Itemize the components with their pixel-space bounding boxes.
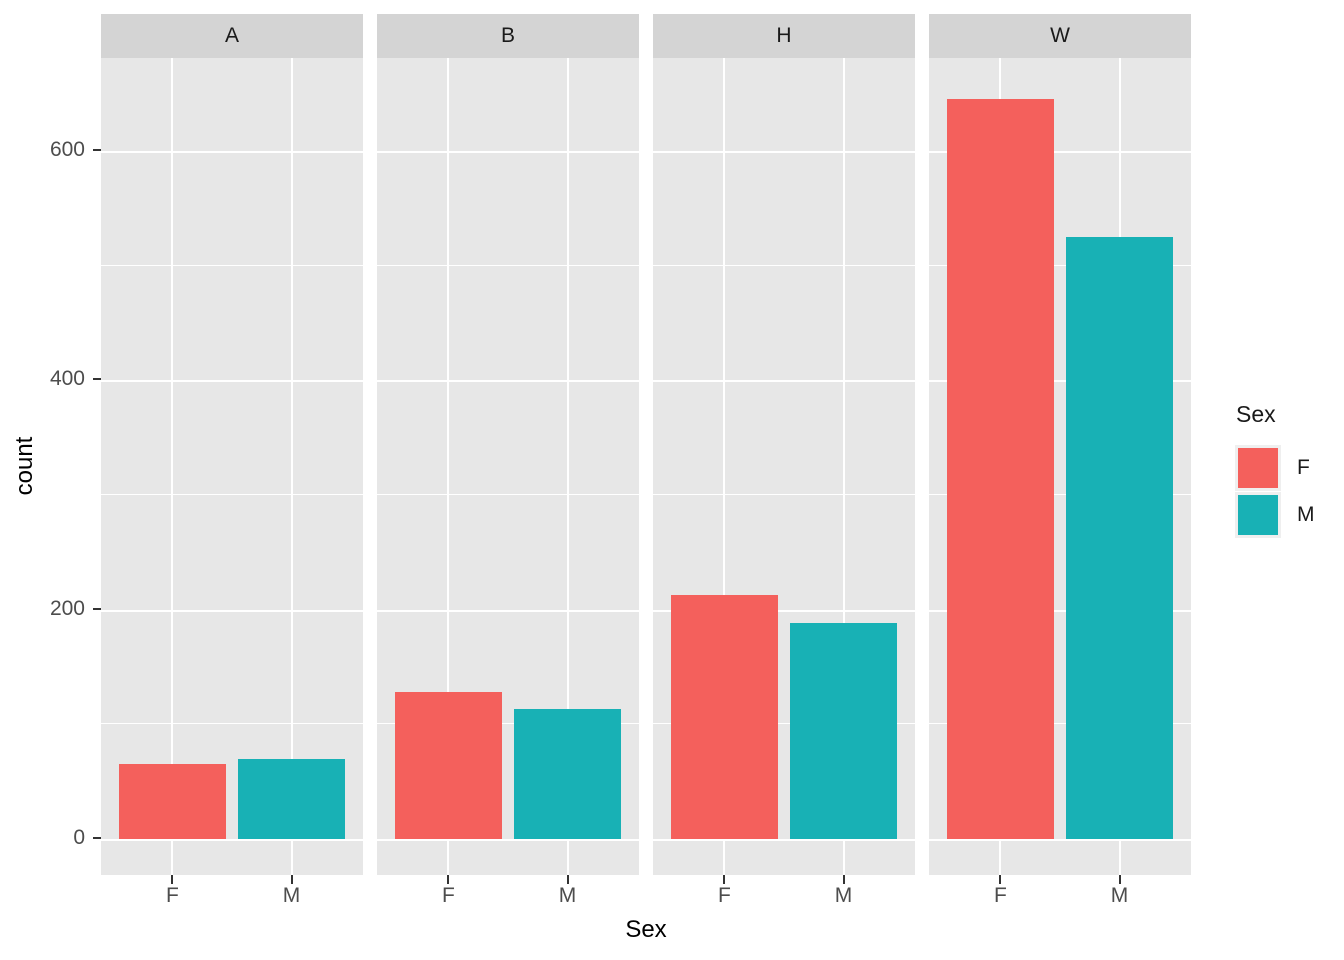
x-axis-tick-label: M (558, 884, 577, 907)
x-axis-tick-mark (723, 875, 726, 884)
category-gridline (447, 58, 450, 875)
facet-strip-label: W (1050, 24, 1070, 47)
facet-panel (653, 58, 915, 875)
category-gridline (171, 58, 174, 875)
x-axis-tick-label: M (282, 884, 301, 907)
x-axis-tick-mark (999, 875, 1002, 884)
minor-gridline (101, 264, 363, 266)
x-axis-tick-mark (290, 875, 293, 884)
y-axis-tick-label: 200 (49, 596, 85, 620)
major-gridline (653, 839, 915, 841)
x-axis-tick-mark (566, 875, 569, 884)
major-gridline (101, 380, 363, 383)
bar-f-H (670, 594, 779, 839)
major-gridline (377, 609, 639, 612)
category-gridline (290, 58, 293, 875)
major-gridline (929, 150, 1191, 153)
major-gridline (101, 839, 363, 841)
major-gridline (101, 609, 363, 612)
minor-gridline (101, 493, 363, 495)
y-axis-tick-mark (93, 378, 101, 381)
y-axis-tick-label: 0 (73, 826, 85, 849)
x-axis-tick-label: F (994, 884, 1007, 907)
y-axis-tick-mark (93, 148, 101, 151)
legend-entry: M (1235, 492, 1344, 538)
major-gridline (377, 839, 639, 841)
y-axis-tick-label: 400 (49, 367, 85, 391)
major-gridline (377, 150, 639, 153)
legend-entry-label: F (1297, 456, 1310, 479)
facet-strip-label: B (500, 24, 515, 47)
minor-gridline (653, 723, 915, 725)
minor-gridline (377, 723, 639, 725)
facet-strip: W (929, 14, 1191, 58)
legend-entry: F (1235, 445, 1344, 491)
minor-gridline (377, 264, 639, 266)
facet-strip: B (377, 14, 639, 58)
legend-key (1235, 492, 1281, 538)
bar-f-W (946, 99, 1055, 839)
x-axis-title: Sex (625, 916, 667, 943)
x-axis-tick-label: M (1110, 884, 1129, 907)
minor-gridline (101, 723, 363, 725)
minor-gridline (377, 493, 639, 495)
x-axis-tick-label: M (834, 884, 853, 907)
facet-strip-label: H (776, 24, 792, 47)
category-gridline (723, 58, 726, 875)
minor-gridline (653, 264, 915, 266)
bar-f-A (118, 764, 227, 839)
facet-strip-label: A (224, 24, 239, 47)
facet-panel (377, 58, 639, 875)
major-gridline (929, 609, 1191, 612)
minor-gridline (653, 493, 915, 495)
bar-m-A (237, 758, 346, 839)
major-gridline (929, 839, 1191, 841)
bar-m-B (513, 709, 622, 839)
bar-f-B (394, 692, 503, 839)
x-axis-tick-mark (447, 875, 450, 884)
legend-key (1235, 445, 1281, 491)
legend-swatch-f (1238, 448, 1278, 488)
minor-gridline (929, 493, 1191, 495)
x-axis-tick-mark (1118, 875, 1121, 884)
major-gridline (929, 380, 1191, 383)
y-axis-tick-mark (93, 837, 101, 839)
category-gridline (566, 58, 569, 875)
major-gridline (653, 380, 915, 383)
bar-m-H (789, 623, 898, 839)
major-gridline (377, 380, 639, 383)
major-gridline (653, 609, 915, 612)
x-axis-tick-label: F (166, 884, 179, 907)
x-axis-tick-label: F (442, 884, 455, 907)
bar-m-W (1065, 236, 1174, 839)
minor-gridline (929, 264, 1191, 266)
legend-entry-label: M (1297, 503, 1315, 526)
facet-panel (929, 58, 1191, 875)
y-axis-title: count (11, 436, 38, 496)
x-axis-tick-mark (842, 875, 845, 884)
x-axis-tick-mark (171, 875, 174, 884)
category-gridline (842, 58, 845, 875)
y-axis-tick-mark (93, 607, 101, 610)
facet-strip: A (101, 14, 363, 58)
facet-panel (101, 58, 363, 875)
y-axis-tick-label: 600 (49, 137, 85, 161)
legend-swatch-m (1238, 495, 1278, 535)
major-gridline (653, 150, 915, 153)
minor-gridline (929, 723, 1191, 725)
legend-title: Sex (1236, 401, 1276, 427)
major-gridline (101, 150, 363, 153)
x-axis-tick-label: F (718, 884, 731, 907)
facet-strip: H (653, 14, 915, 58)
